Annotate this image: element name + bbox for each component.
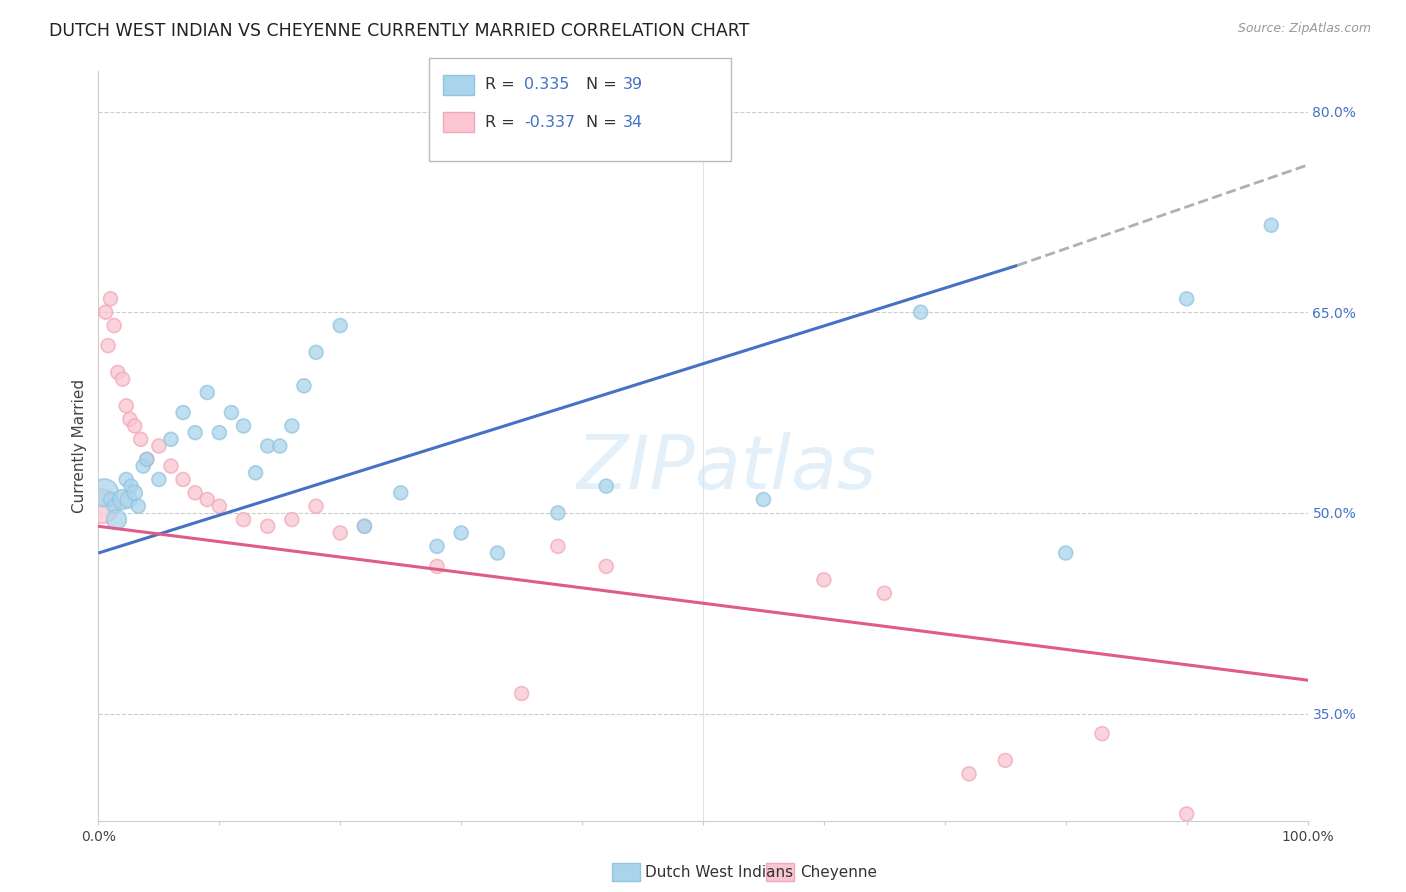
Point	[547, 539, 569, 553]
Point	[910, 305, 932, 319]
Point	[450, 526, 472, 541]
Point	[124, 485, 146, 500]
Point	[195, 492, 218, 507]
Point	[172, 473, 194, 487]
Point	[329, 318, 352, 333]
Point	[353, 519, 375, 533]
Text: Cheyenne: Cheyenne	[800, 865, 877, 880]
Point	[510, 687, 533, 701]
Point	[281, 512, 304, 526]
Text: N =: N =	[586, 115, 623, 129]
Point	[135, 452, 157, 467]
Point	[426, 559, 449, 574]
Point	[994, 753, 1017, 767]
Point	[329, 526, 352, 541]
Point	[426, 539, 449, 553]
Point	[105, 512, 128, 526]
Point	[118, 492, 141, 507]
Point	[547, 506, 569, 520]
Point	[115, 399, 138, 413]
Point	[120, 479, 142, 493]
Point	[103, 500, 125, 514]
Point	[93, 485, 115, 500]
Point	[118, 412, 141, 426]
Text: -0.337: -0.337	[524, 115, 575, 129]
Point	[160, 433, 183, 447]
Point	[752, 492, 775, 507]
Point	[292, 379, 315, 393]
Text: N =: N =	[586, 78, 623, 92]
Text: DUTCH WEST INDIAN VS CHEYENNE CURRENTLY MARRIED CORRELATION CHART: DUTCH WEST INDIAN VS CHEYENNE CURRENTLY …	[49, 22, 749, 40]
Point	[172, 406, 194, 420]
Point	[100, 492, 122, 507]
Point	[148, 473, 170, 487]
Point	[132, 459, 155, 474]
Point	[232, 512, 254, 526]
Point	[129, 433, 152, 447]
Point	[97, 339, 120, 353]
Point	[256, 519, 278, 533]
Point	[221, 406, 243, 420]
Point	[232, 419, 254, 434]
Point	[245, 466, 267, 480]
Point	[873, 586, 896, 600]
Point	[1054, 546, 1077, 560]
Point	[100, 292, 122, 306]
Point	[1260, 219, 1282, 233]
Point	[111, 492, 134, 507]
Point	[111, 372, 134, 386]
Point	[269, 439, 291, 453]
Text: R =: R =	[485, 115, 520, 129]
Point	[160, 459, 183, 474]
Point	[127, 500, 149, 514]
Point	[1175, 292, 1198, 306]
Text: 34: 34	[623, 115, 643, 129]
Point	[305, 345, 328, 359]
Point	[208, 500, 231, 514]
Point	[208, 425, 231, 440]
Point	[281, 419, 304, 434]
Point	[148, 439, 170, 453]
Point	[813, 573, 835, 587]
Point	[595, 479, 617, 493]
Point	[486, 546, 509, 560]
Point	[184, 425, 207, 440]
Point	[135, 452, 157, 467]
Point	[124, 419, 146, 434]
Point	[957, 766, 980, 781]
Point	[107, 366, 129, 380]
Text: 39: 39	[623, 78, 643, 92]
Text: R =: R =	[485, 78, 520, 92]
Point	[115, 473, 138, 487]
Point	[91, 500, 114, 514]
Point	[595, 559, 617, 574]
Text: Source: ZipAtlas.com: Source: ZipAtlas.com	[1237, 22, 1371, 36]
Point	[389, 485, 412, 500]
Text: ZIPatlas: ZIPatlas	[576, 433, 877, 505]
Point	[195, 385, 218, 400]
Point	[305, 500, 328, 514]
Point	[184, 485, 207, 500]
Point	[94, 305, 117, 319]
Y-axis label: Currently Married: Currently Married	[72, 379, 87, 513]
Point	[103, 318, 125, 333]
Text: Dutch West Indians: Dutch West Indians	[645, 865, 793, 880]
Point	[256, 439, 278, 453]
Point	[1091, 726, 1114, 740]
Point	[353, 519, 375, 533]
Point	[1175, 806, 1198, 821]
Text: 0.335: 0.335	[524, 78, 569, 92]
